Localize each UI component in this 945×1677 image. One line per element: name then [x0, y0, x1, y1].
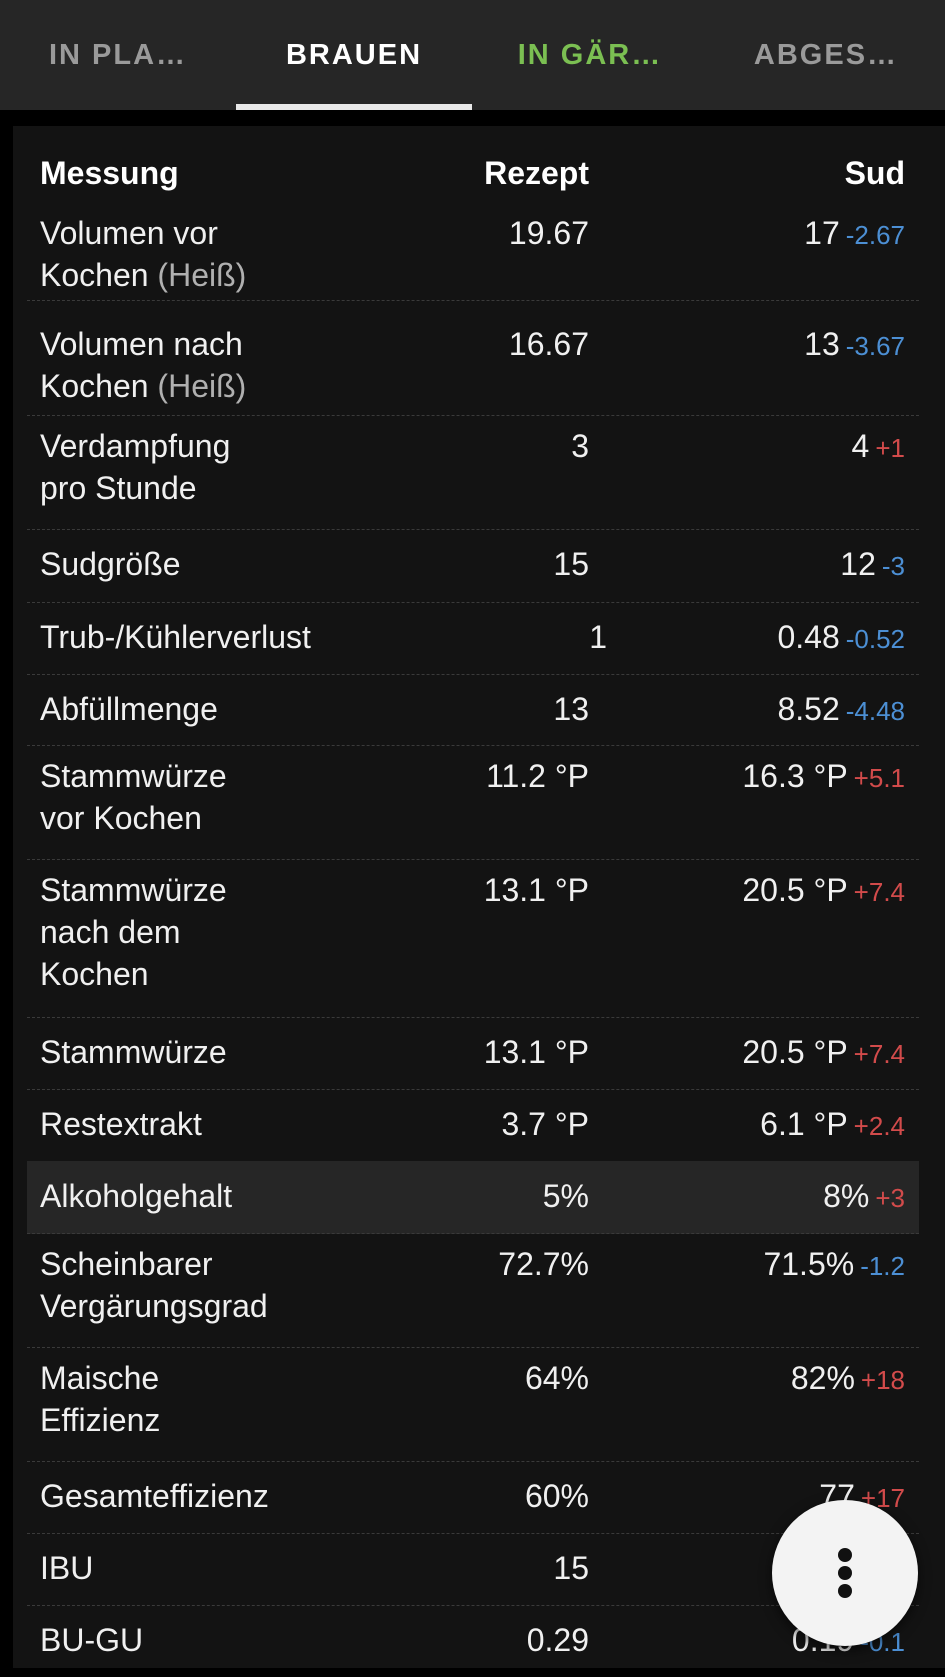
row-batch-value: 12 [840, 546, 876, 582]
table-row: IBU 15 [27, 1533, 919, 1606]
tab-brauen[interactable]: BRAUEN [285, 38, 423, 71]
table-row-selected[interactable]: Alkoholgehalt 5% 8% +3 [27, 1161, 919, 1234]
row-recipe-value: 0.29 [526, 1622, 589, 1658]
row-name-line1: Stammwürze [40, 872, 227, 908]
row-delta: +5.1 [853, 763, 905, 793]
row-name-line2: Kochen [40, 368, 149, 404]
row-recipe-value: 64% [524, 1360, 589, 1396]
row-name-line1: Volumen nach [40, 326, 243, 362]
row-recipe-value: 13.1 °P [483, 1034, 589, 1070]
table-row: Gesamteffizienz 60% 77 +17 [27, 1461, 919, 1534]
row-delta: -3 [881, 551, 905, 581]
row-delta: +2.4 [853, 1111, 905, 1141]
row-delta: -0.52 [845, 624, 905, 654]
more-options-button[interactable] [772, 1500, 918, 1646]
row-name-line1: Scheinbarer [40, 1246, 213, 1282]
header-rezept: Rezept [484, 155, 589, 191]
row-recipe-value: 1 [589, 619, 607, 655]
row-name-line1: Verdampfung [40, 428, 231, 464]
row-recipe-value: 15 [553, 1550, 589, 1586]
table-row: Scheinbarer Vergärungsgrad 72.7% 71.5% -1… [27, 1233, 919, 1348]
row-name-line1: Abfüllmenge [40, 691, 218, 727]
table-row: Abfüllmenge 13 8.52 -4.48 [27, 674, 919, 746]
row-recipe-value: 5% [542, 1178, 589, 1214]
row-batch-value: 82% [790, 1360, 855, 1396]
row-name-suffix: (Heiß) [157, 257, 247, 293]
row-recipe-value: 3 [571, 428, 589, 464]
table-header: Messung Rezept Sud [27, 152, 919, 200]
table-row: Volumen nach Kochen (Heiß) 16.67 13 -3.67 [27, 315, 919, 416]
row-recipe-value: 72.7% [498, 1246, 589, 1282]
row-recipe-value: 60% [524, 1478, 589, 1514]
row-name-line1: Volumen vor [40, 215, 218, 251]
row-name-line2: Effizienz [40, 1402, 161, 1438]
tab-in-gaerung[interactable]: IN GÄR… [517, 38, 663, 71]
row-delta: +7.4 [853, 1039, 905, 1069]
row-batch-value: 13 [804, 326, 840, 362]
row-recipe-value: 13.1 °P [483, 872, 589, 908]
row-recipe-value: 3.7 °P [501, 1106, 589, 1142]
row-batch-value: 8% [823, 1178, 870, 1214]
row-delta: -3.67 [845, 331, 905, 361]
row-name-line2: nach dem [40, 914, 181, 950]
row-batch-value: 16.3 °P [742, 758, 848, 794]
table-row: Sudgröße 15 12 -3 [27, 529, 919, 603]
row-delta: -1.2 [860, 1251, 905, 1281]
tab-abgeschlossen[interactable]: ABGES… [753, 38, 899, 71]
table-row: Trub-/Kühlerverlust 1 0.48 -0.52 [27, 602, 919, 675]
row-name-line3: Kochen [40, 956, 149, 992]
row-name-line1: BU-GU [40, 1622, 144, 1658]
table-row: Restextrakt 3.7 °P 6.1 °P +2.4 [27, 1089, 919, 1162]
active-tab-indicator [236, 104, 472, 110]
row-batch-value: 17 [804, 215, 840, 251]
table-row: Volumen vor Kochen (Heiß) 19.67 17 -2.67 [27, 210, 919, 301]
row-name-line1: Stammwürze [40, 1034, 227, 1070]
row-recipe-value: 19.67 [508, 215, 589, 251]
header-sud: Sud [844, 155, 905, 191]
row-name-line1: Maische [40, 1360, 160, 1396]
row-batch-value: 0.48 [777, 619, 840, 655]
tab-in-planung[interactable]: IN PLA… [48, 38, 188, 71]
row-recipe-value: 16.67 [508, 326, 589, 362]
row-name-line1: IBU [40, 1550, 94, 1586]
table-row: Verdampfung pro Stunde 3 4 +1 [27, 415, 919, 530]
row-batch-value: 20.5 °P [742, 872, 848, 908]
row-delta: +18 [860, 1365, 905, 1395]
row-batch-value: 6.1 °P [760, 1106, 848, 1142]
row-name-line2: Kochen [40, 257, 149, 293]
row-delta: -4.48 [845, 696, 905, 726]
row-delta: +1 [875, 433, 905, 463]
measurement-card [13, 126, 945, 1668]
row-delta: +3 [875, 1183, 905, 1213]
table-row: Stammwürze nach dem Kochen 13.1 °P 20.5 … [27, 859, 919, 1018]
row-recipe-value: 13 [553, 691, 589, 727]
row-name-line1: Sudgröße [40, 546, 181, 582]
row-delta: -2.67 [845, 220, 905, 250]
row-name-line1: Stammwürze [40, 758, 227, 794]
tab-bar: IN PLA… BRAUEN IN GÄR… ABGES… [0, 0, 945, 110]
row-batch-value: 20.5 °P [742, 1034, 848, 1070]
row-recipe-value: 11.2 °P [486, 758, 589, 794]
header-messung: Messung [40, 155, 179, 191]
row-name-line2: vor Kochen [40, 800, 202, 836]
row-batch-value: 71.5% [763, 1246, 855, 1282]
row-batch-value: 4 [851, 428, 870, 464]
row-batch-value: 8.52 [777, 691, 840, 727]
table-row: Stammwürze vor Kochen 11.2 °P 16.3 °P +5.… [27, 745, 919, 860]
row-name-line1: Restextrakt [40, 1106, 202, 1142]
row-name-suffix: (Heiß) [157, 368, 247, 404]
row-name-line2: pro Stunde [40, 470, 197, 506]
table-row: Maische Effizienz 64% 82% +18 [27, 1347, 919, 1462]
row-name-line1: Trub-/Kühlerverlust [40, 619, 311, 655]
row-name-line1: Alkoholgehalt [40, 1178, 233, 1214]
table-row: Stammwürze 13.1 °P 20.5 °P +7.4 [27, 1017, 919, 1090]
row-name-line2: Vergärungsgrad [40, 1288, 268, 1324]
row-delta: +7.4 [853, 877, 905, 907]
row-name-line1: Gesamteffizienz [40, 1478, 269, 1514]
row-recipe-value: 15 [553, 546, 589, 582]
